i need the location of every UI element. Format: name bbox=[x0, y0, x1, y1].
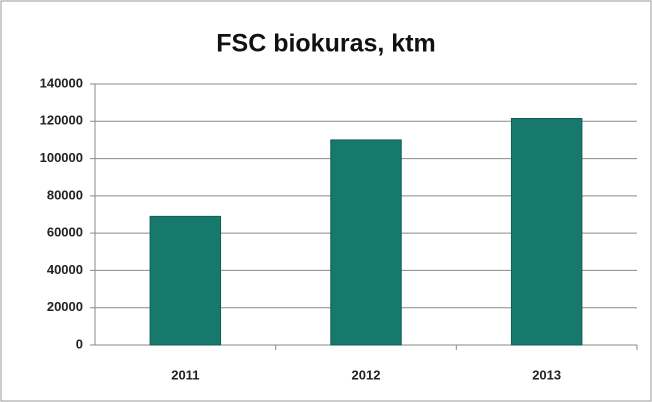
chart-title: FSC biokuras, ktm bbox=[216, 30, 436, 58]
bar bbox=[149, 215, 222, 346]
x-tick-label: 2013 bbox=[532, 367, 561, 382]
y-tick-label: 120000 bbox=[40, 113, 83, 128]
y-tick-label: 140000 bbox=[40, 75, 83, 90]
y-tick-label: 100000 bbox=[40, 150, 83, 165]
bar bbox=[330, 139, 402, 346]
y-tick-label: 0 bbox=[76, 336, 83, 351]
bar bbox=[510, 117, 583, 346]
x-tick-label: 2011 bbox=[171, 367, 199, 382]
y-tick-label: 20000 bbox=[47, 299, 83, 314]
y-tick-label: 80000 bbox=[47, 187, 83, 202]
y-tick-label: 60000 bbox=[47, 225, 83, 240]
x-tick-label: 2012 bbox=[352, 367, 381, 382]
y-tick-label: 40000 bbox=[47, 262, 83, 277]
